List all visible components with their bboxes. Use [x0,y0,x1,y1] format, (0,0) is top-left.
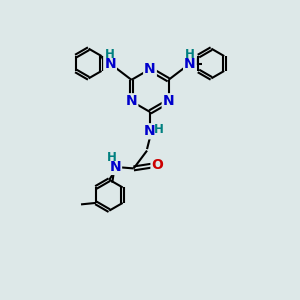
Text: N: N [126,94,137,108]
Text: N: N [184,56,196,70]
Text: H: H [153,123,163,136]
Text: H: H [107,151,117,164]
Text: N: N [144,62,156,76]
Text: H: H [185,48,195,61]
Text: N: N [110,160,121,174]
Text: N: N [144,124,156,138]
Text: O: O [152,158,164,172]
Text: N: N [163,94,174,108]
Text: H: H [105,48,115,61]
Text: N: N [104,56,116,70]
